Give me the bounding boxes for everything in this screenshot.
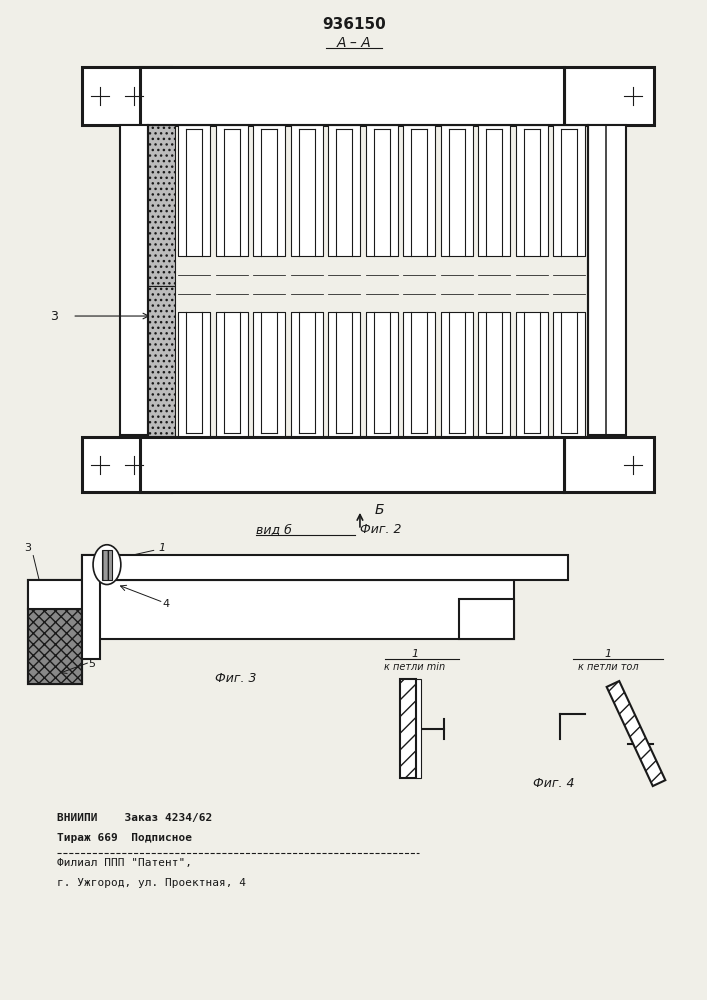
Bar bbox=[148, 125, 588, 437]
Ellipse shape bbox=[93, 545, 121, 585]
Text: Фиг. 4: Фиг. 4 bbox=[532, 777, 574, 790]
Text: к петли тол: к петли тол bbox=[578, 662, 638, 672]
Bar bbox=[554, 125, 585, 256]
Bar bbox=[28, 609, 82, 684]
Bar bbox=[404, 125, 436, 256]
Text: A – A: A – A bbox=[337, 36, 371, 50]
Text: Тираж 669  Подписное: Тираж 669 Подписное bbox=[57, 833, 192, 843]
Bar bbox=[328, 125, 360, 256]
Bar bbox=[366, 125, 398, 256]
Polygon shape bbox=[607, 681, 665, 786]
Bar bbox=[253, 125, 285, 256]
Bar bbox=[253, 312, 285, 437]
Bar bbox=[140, 437, 564, 492]
Bar bbox=[416, 679, 421, 778]
Bar bbox=[216, 125, 247, 256]
Bar bbox=[366, 312, 398, 437]
Text: 4: 4 bbox=[163, 599, 170, 609]
Bar bbox=[554, 312, 585, 437]
Bar bbox=[564, 67, 654, 125]
Bar bbox=[291, 312, 322, 437]
Text: г. Ужгород, ул. Проектная, 4: г. Ужгород, ул. Проектная, 4 bbox=[57, 878, 246, 888]
Bar bbox=[140, 67, 564, 125]
Bar bbox=[328, 312, 360, 437]
Bar bbox=[588, 125, 626, 435]
Bar bbox=[459, 599, 514, 639]
Bar bbox=[148, 125, 175, 286]
Text: Фиг. 2: Фиг. 2 bbox=[360, 523, 402, 536]
Bar bbox=[399, 679, 416, 778]
Text: Филиал ППП "Патент",: Филиал ППП "Патент", bbox=[57, 858, 192, 868]
Bar bbox=[178, 312, 210, 437]
Bar bbox=[28, 580, 82, 684]
Text: вид б: вид б bbox=[256, 523, 292, 536]
Text: ВНИИПИ    Заказ 4234/62: ВНИИПИ Заказ 4234/62 bbox=[57, 813, 213, 823]
Bar bbox=[178, 125, 210, 256]
Text: 1: 1 bbox=[411, 649, 418, 659]
Text: 1: 1 bbox=[158, 543, 165, 553]
Text: к петли min: к петли min bbox=[384, 662, 445, 672]
Bar bbox=[516, 312, 548, 437]
Bar bbox=[102, 550, 112, 580]
Bar bbox=[28, 580, 82, 609]
Text: Фиг. 3: Фиг. 3 bbox=[215, 672, 257, 686]
Bar bbox=[479, 312, 510, 437]
Text: 936150: 936150 bbox=[322, 17, 386, 32]
Text: 1: 1 bbox=[604, 649, 612, 659]
Bar bbox=[441, 125, 473, 256]
Bar bbox=[564, 437, 654, 492]
Bar bbox=[82, 555, 100, 659]
Text: 3: 3 bbox=[50, 310, 58, 323]
Bar bbox=[516, 125, 548, 256]
Text: 5: 5 bbox=[88, 659, 95, 669]
Bar bbox=[479, 125, 510, 256]
Bar bbox=[148, 286, 175, 437]
Bar bbox=[216, 312, 247, 437]
Bar bbox=[82, 555, 568, 580]
Bar bbox=[291, 125, 322, 256]
Bar bbox=[120, 125, 148, 435]
Text: Б: Б bbox=[375, 503, 385, 517]
Bar bbox=[82, 437, 171, 492]
Bar bbox=[441, 312, 473, 437]
Text: 3: 3 bbox=[24, 543, 31, 553]
Bar bbox=[82, 580, 514, 639]
Bar bbox=[82, 67, 171, 125]
Bar bbox=[404, 312, 436, 437]
